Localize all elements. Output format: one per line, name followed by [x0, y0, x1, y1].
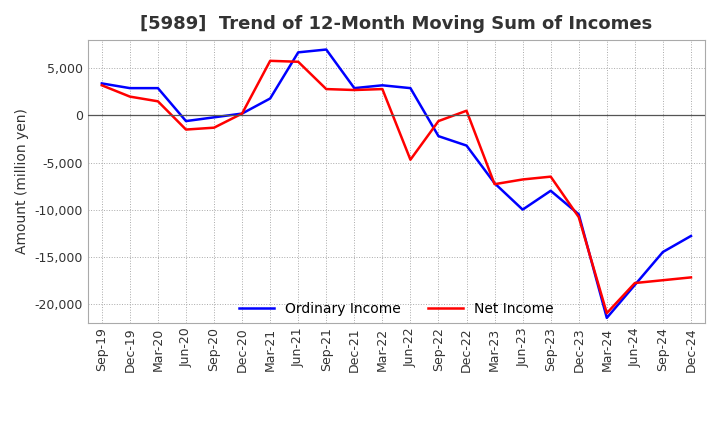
Ordinary Income — [406, 85, 415, 91]
Net Income — [546, 174, 555, 179]
Ordinary Income — [294, 50, 302, 55]
Net Income — [238, 111, 246, 116]
Net Income — [378, 86, 387, 92]
Net Income — [659, 278, 667, 283]
Net Income — [462, 108, 471, 114]
Title: [5989]  Trend of 12-Month Moving Sum of Incomes: [5989] Trend of 12-Month Moving Sum of I… — [140, 15, 652, 33]
Ordinary Income — [238, 111, 246, 116]
Net Income — [434, 118, 443, 124]
Ordinary Income — [518, 207, 527, 212]
Ordinary Income — [210, 115, 218, 120]
Ordinary Income — [322, 47, 330, 52]
Net Income — [575, 214, 583, 220]
Ordinary Income — [378, 83, 387, 88]
Ordinary Income — [659, 249, 667, 255]
Net Income — [518, 177, 527, 182]
Line: Net Income: Net Income — [102, 61, 691, 313]
Ordinary Income — [266, 96, 274, 101]
Net Income — [490, 182, 499, 187]
Ordinary Income — [153, 85, 162, 91]
Ordinary Income — [462, 143, 471, 148]
Ordinary Income — [687, 233, 696, 238]
Ordinary Income — [181, 118, 190, 124]
Net Income — [125, 94, 134, 99]
Ordinary Income — [631, 282, 639, 288]
Net Income — [350, 88, 359, 93]
Ordinary Income — [434, 133, 443, 139]
Net Income — [210, 125, 218, 130]
Net Income — [97, 83, 106, 88]
Net Income — [406, 157, 415, 162]
Ordinary Income — [546, 188, 555, 194]
Ordinary Income — [490, 180, 499, 186]
Net Income — [631, 280, 639, 286]
Y-axis label: Amount (million yen): Amount (million yen) — [15, 108, 29, 254]
Line: Ordinary Income: Ordinary Income — [102, 50, 691, 318]
Net Income — [294, 59, 302, 64]
Net Income — [181, 127, 190, 132]
Net Income — [687, 275, 696, 280]
Ordinary Income — [97, 81, 106, 86]
Net Income — [153, 99, 162, 104]
Net Income — [603, 311, 611, 316]
Ordinary Income — [603, 315, 611, 320]
Net Income — [266, 58, 274, 63]
Legend: Ordinary Income, Net Income: Ordinary Income, Net Income — [233, 296, 559, 321]
Ordinary Income — [125, 85, 134, 91]
Net Income — [322, 86, 330, 92]
Ordinary Income — [575, 212, 583, 217]
Ordinary Income — [350, 85, 359, 91]
